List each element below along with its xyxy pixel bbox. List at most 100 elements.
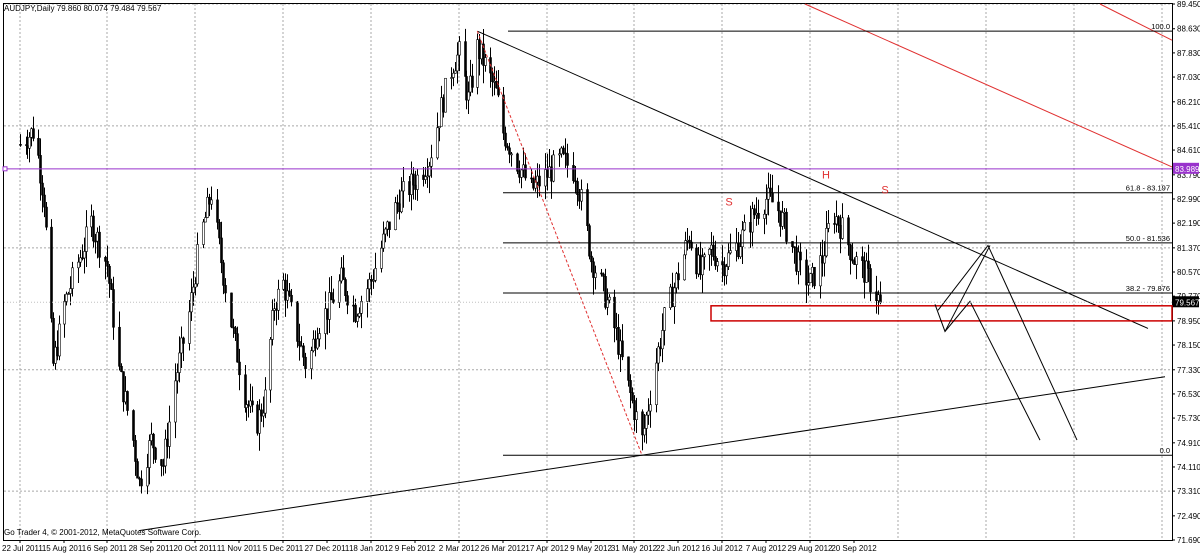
date-tick-label: 15 Aug 2011 [42, 544, 87, 553]
fib-level[interactable]: 38.2 - 79.876 [503, 284, 1172, 294]
candle [645, 411, 648, 444]
candle [356, 313, 359, 328]
candle [454, 61, 457, 74]
fib-level-label: 0.0 [1160, 446, 1170, 455]
date-tick-label: 27 Dec 2011 [305, 544, 350, 553]
candle [491, 67, 494, 97]
resistance-level-anchor[interactable] [2, 166, 8, 172]
candle [58, 315, 61, 361]
candle [649, 390, 652, 428]
candle [220, 221, 223, 274]
candle [79, 249, 82, 267]
date-tick-label: 22 Jul 2011 [2, 544, 43, 553]
candle [224, 278, 227, 303]
candle [729, 233, 732, 255]
red-channel-line-lower[interactable] [1099, 3, 1173, 41]
candle [416, 168, 419, 201]
candle [813, 266, 816, 289]
candle [602, 272, 605, 292]
candle [781, 200, 784, 230]
candle [188, 300, 191, 351]
candle [663, 307, 666, 346]
candle [861, 246, 864, 279]
candle [152, 432, 155, 464]
candle [63, 294, 66, 338]
chart-drawings[interactable] [2, 3, 1173, 532]
candle [380, 240, 383, 273]
candle [368, 272, 371, 303]
candle [516, 152, 519, 175]
price-tick-label: 82.990 [1177, 195, 1200, 204]
price-tick-label: 74.110 [1177, 463, 1200, 472]
candle [218, 219, 221, 245]
candle [643, 413, 646, 443]
fib-level[interactable]: 61.8 - 83.197 [503, 184, 1172, 194]
candle [588, 223, 591, 260]
projection-path-bounce[interactable] [944, 245, 991, 332]
price-axis[interactable]: 89.450 88.630 87.830 87.030 86.210 85.410 84.6… [1172, 0, 1200, 553]
candle [238, 348, 241, 391]
fib-level[interactable]: 100.0 [508, 22, 1172, 32]
candle [65, 291, 68, 306]
date-axis[interactable]: 22 Jul 2011 15 Aug 2011 6 Sep 2011 28 Sep 2… [2, 540, 877, 553]
pattern-label-shoulder: S [725, 197, 732, 209]
candle [576, 177, 579, 206]
candle [629, 374, 632, 409]
candle [136, 458, 139, 479]
candle [867, 244, 870, 283]
candle [277, 279, 280, 320]
candle [688, 235, 691, 249]
candle [264, 377, 267, 419]
candle [484, 53, 487, 72]
candle [657, 342, 660, 372]
resistance-price-tag: 83.989 [1173, 162, 1200, 174]
chart-grid [3, 3, 1173, 541]
candle [178, 336, 181, 383]
candle [753, 204, 756, 219]
candle [504, 126, 507, 151]
candlestick-series [19, 28, 882, 495]
candle [32, 116, 35, 142]
projection-path-long[interactable] [937, 244, 1078, 441]
candle [641, 409, 644, 451]
candle [837, 215, 840, 233]
price-tick-label: 75.730 [1177, 414, 1200, 423]
descending-trendline[interactable] [477, 30, 1149, 329]
fib-level[interactable]: 50.0 - 81.536 [503, 234, 1172, 244]
date-tick-label: 9 Feb 2012 [395, 544, 436, 553]
candle [458, 36, 461, 72]
ascending-support-line[interactable] [138, 376, 1166, 532]
candle [428, 161, 431, 194]
candle [684, 231, 687, 260]
candle [50, 219, 53, 323]
candle [288, 282, 291, 297]
candle [544, 153, 547, 200]
resistance-price-label: 83.989 [1175, 165, 1200, 174]
fibonacci-retracement[interactable]: 100.0 61.8 - 83.197 50.0 - 81.536 38.2 - 79… [503, 22, 1172, 456]
candle [482, 28, 485, 84]
head-shoulders-pattern: S H S [725, 170, 888, 209]
candle [118, 311, 121, 371]
candle [83, 237, 86, 274]
candle [725, 263, 728, 285]
candle [613, 289, 616, 343]
price-tick-label: 86.210 [1177, 98, 1200, 107]
projection-path-short[interactable] [934, 300, 1041, 441]
candle [366, 279, 369, 318]
candle [262, 396, 265, 428]
candle [424, 167, 427, 184]
candle [120, 363, 123, 373]
candle [354, 298, 357, 323]
date-tick-label: 22 Jun 2012 [656, 544, 701, 553]
fib-level[interactable]: 0.0 [503, 446, 1172, 456]
candle [45, 202, 48, 231]
candle [382, 221, 385, 252]
candle [230, 292, 233, 329]
date-tick-label: 20 Sep 2012 [831, 544, 877, 553]
candle [849, 243, 852, 275]
candle [701, 248, 704, 293]
candle [19, 134, 22, 147]
candle [865, 252, 868, 283]
